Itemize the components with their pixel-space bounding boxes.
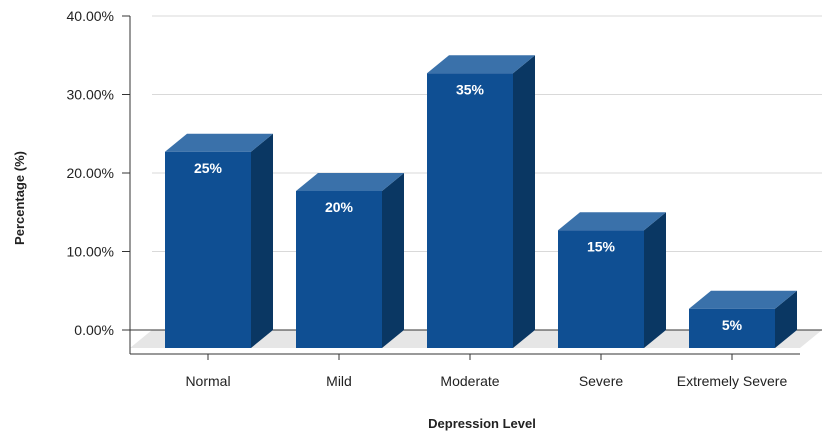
bar-side <box>644 212 666 348</box>
bars <box>165 55 797 348</box>
bar-front <box>165 151 251 348</box>
y-tick-label: 20.00% <box>67 165 114 181</box>
category-label: Extremely Severe <box>677 373 788 389</box>
bar-top <box>558 212 666 231</box>
bar <box>296 173 404 348</box>
category-label: Mild <box>326 373 352 389</box>
y-axis-title: Percentage (%) <box>12 151 27 245</box>
data-labels: 25% 20% 35% 15% 5% <box>194 81 743 333</box>
bar-front <box>296 191 382 348</box>
bar <box>689 290 797 348</box>
data-label: 5% <box>722 317 743 333</box>
x-axis-title: Depression Level <box>428 416 536 431</box>
bar <box>427 55 535 348</box>
category-label: Moderate <box>440 373 499 389</box>
bar-top <box>296 173 404 191</box>
y-tick-label: 0.00% <box>74 322 114 338</box>
bar-side <box>775 290 797 348</box>
data-label: 15% <box>587 238 616 254</box>
bar-top <box>165 133 273 152</box>
y-tick-label: 40.00% <box>67 8 114 24</box>
bar-side <box>251 133 273 348</box>
bar-top <box>427 55 535 74</box>
y-tick-labels: 0.00% 10.00% 20.00% 30.00% 40.00% <box>67 8 114 338</box>
bar-front <box>427 73 513 348</box>
data-label: 20% <box>325 199 354 215</box>
bar-side <box>513 55 535 348</box>
category-label: Normal <box>185 373 230 389</box>
bar <box>165 133 273 348</box>
category-labels: Normal Mild Moderate Severe Extremely Severe <box>185 373 787 389</box>
category-label: Severe <box>579 373 624 389</box>
bar-top <box>689 290 797 309</box>
data-label: 35% <box>456 81 485 97</box>
bar-front <box>689 308 775 348</box>
bar-front <box>558 230 644 348</box>
bar <box>558 212 666 348</box>
data-label: 25% <box>194 160 223 176</box>
y-tick-label: 30.00% <box>67 87 114 103</box>
bar-side <box>382 173 404 348</box>
y-tick-label: 10.00% <box>67 244 114 260</box>
